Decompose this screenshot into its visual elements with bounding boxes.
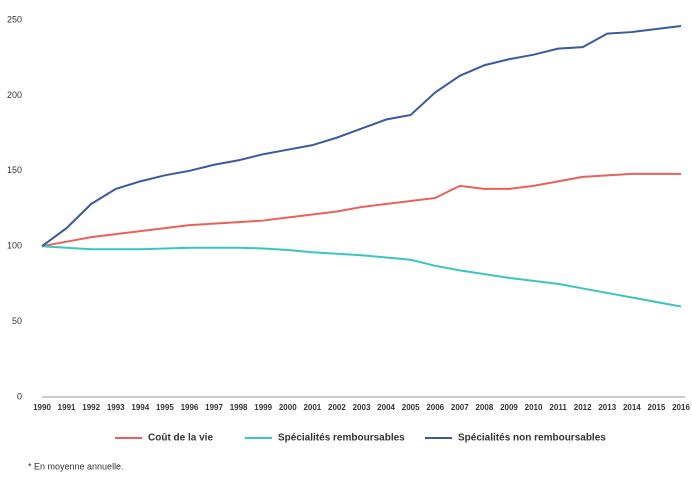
x-tick-label: 2002 [328, 403, 346, 412]
series-line [41, 172, 681, 248]
x-tick-label: 2009 [500, 403, 518, 412]
x-tick-label: 1998 [230, 403, 248, 412]
x-tick-label: 1996 [181, 403, 199, 412]
x-tick-label: 2008 [475, 403, 493, 412]
y-tick-label: 200 [7, 90, 22, 100]
x-tick-label: 2012 [574, 403, 592, 412]
x-tick-label: 2001 [303, 403, 321, 412]
x-tick-label: 1993 [107, 403, 125, 412]
x-tick-label: 1999 [254, 403, 272, 412]
y-tick-label: 250 [7, 14, 22, 24]
x-tick-label: 2006 [426, 403, 444, 412]
footnote: * En moyenne annuelle. [28, 461, 124, 471]
x-tick-label: 1990 [33, 403, 51, 412]
legend-text: Spécialités remboursables [278, 433, 405, 444]
legend-text: Spécialités non remboursables [458, 433, 606, 444]
x-tick-label: 1997 [205, 403, 223, 412]
series-line [41, 25, 682, 248]
x-tick-label: 2015 [648, 403, 666, 412]
y-tick-label: 100 [7, 241, 22, 251]
x-tick-label: 2010 [525, 403, 543, 412]
series-line [41, 245, 682, 308]
x-tick-label: 1995 [156, 403, 174, 412]
x-tick-label: 2007 [451, 403, 469, 412]
x-tick-label: 1994 [131, 403, 149, 412]
y-tick-label: 50 [12, 316, 22, 326]
x-tick-label: 2014 [623, 403, 641, 412]
x-tick-label: 2004 [377, 403, 395, 412]
x-tick-label: 1992 [82, 403, 100, 412]
x-tick-label: 2011 [549, 403, 567, 412]
x-tick-label: 2013 [598, 403, 616, 412]
x-tick-label: 2000 [279, 403, 297, 412]
x-tick-label: 2005 [402, 403, 420, 412]
x-tick-label: 1991 [58, 403, 76, 412]
x-tick-label: 2016 [672, 403, 690, 412]
x-tick-label: 2003 [353, 403, 371, 412]
legend-text: Coût de la vie [148, 433, 213, 444]
y-tick-label: 0 [17, 391, 22, 401]
y-tick-label: 150 [7, 165, 22, 175]
